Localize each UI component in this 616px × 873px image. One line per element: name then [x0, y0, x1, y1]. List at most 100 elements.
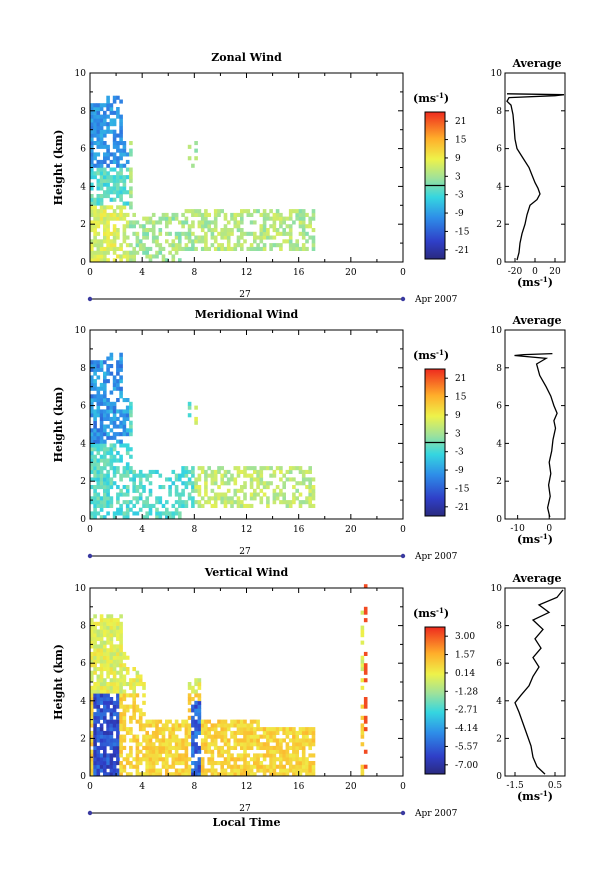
- heatmap-cell: [119, 742, 123, 747]
- heatmap-cell: [148, 761, 153, 766]
- heatmap-cell: [262, 742, 267, 747]
- heatmap-cell: [253, 727, 257, 732]
- heatmap-cell: [204, 749, 208, 754]
- heatmap-cell: [191, 488, 195, 493]
- heatmap-cell: [210, 488, 215, 493]
- heatmap-cell: [106, 625, 110, 630]
- average-x-axis-label: (ms-1): [517, 275, 553, 289]
- heatmap-cell: [266, 730, 270, 735]
- x-tick-label: 4: [139, 268, 145, 278]
- heatmap-cell: [132, 682, 136, 687]
- heatmap-cell: [103, 708, 107, 713]
- heatmap-cell: [243, 745, 247, 750]
- heatmap-cell: [253, 734, 257, 739]
- heatmap-cell: [148, 757, 153, 762]
- heatmap-cell: [106, 367, 110, 372]
- heatmap-cell: [96, 171, 101, 176]
- heatmap-cell: [119, 745, 123, 750]
- heatmap-cell: [165, 727, 169, 732]
- heatmap-cell: [155, 723, 159, 728]
- heatmap-cell: [181, 738, 185, 743]
- heatmap-cell: [93, 432, 97, 437]
- heatmap-cell: [99, 485, 104, 490]
- heatmap-cell: [148, 258, 153, 263]
- heatmap-cell: [256, 209, 260, 214]
- heatmap-cell: [197, 715, 202, 720]
- heatmap-cell: [106, 723, 110, 728]
- heatmap-cell: [142, 772, 146, 777]
- heatmap-cell: [213, 228, 218, 233]
- heatmap-cell: [112, 678, 117, 683]
- heatmap-cell: [151, 753, 156, 758]
- heatmap-cell: [125, 443, 130, 448]
- heatmap-cell: [301, 738, 306, 743]
- heatmap-cell: [360, 734, 365, 739]
- heatmap-cell: [285, 742, 290, 747]
- heatmap-cell: [171, 723, 176, 728]
- heatmap-cell: [90, 753, 94, 758]
- heatmap-cell: [103, 228, 107, 233]
- heatmap-cell: [279, 477, 283, 482]
- heatmap-cell: [112, 167, 117, 172]
- heatmap-cell: [132, 700, 136, 705]
- heatmap-cell: [243, 742, 247, 747]
- heatmap-cell: [96, 712, 101, 717]
- heatmap-cell: [308, 224, 312, 229]
- heatmap-cell: [122, 424, 127, 429]
- heatmap-cell: [93, 704, 97, 709]
- heatmap-cell: [184, 753, 189, 758]
- heatmap-cell: [308, 772, 312, 777]
- heatmap-cell: [220, 727, 224, 732]
- heatmap-cell: [90, 704, 94, 709]
- heatmap-cell: [142, 738, 146, 743]
- heatmap-cell: [90, 477, 94, 482]
- heatmap-cell: [165, 753, 169, 758]
- heatmap-cell: [194, 500, 198, 505]
- heatmap-cell: [99, 614, 104, 619]
- heatmap-cell: [109, 159, 114, 164]
- heatmap-cell: [90, 114, 94, 119]
- heatmap-cell: [116, 246, 120, 251]
- heatmap-cell: [119, 216, 123, 221]
- heatmap-cell: [197, 485, 202, 490]
- heatmap-cell: [187, 235, 192, 240]
- heatmap-cell: [129, 432, 133, 437]
- heatmap-cell: [106, 462, 110, 467]
- heatmap-cell: [223, 772, 228, 777]
- heatmap-cell: [103, 485, 107, 490]
- heatmap-cell: [155, 761, 159, 766]
- heatmap-cell: [253, 220, 257, 225]
- heatmap-cell: [259, 246, 264, 251]
- heatmap-cell: [119, 492, 123, 497]
- heatmap-cell: [116, 133, 120, 138]
- heatmap-cell: [305, 500, 309, 505]
- heatmap-cell: [103, 768, 107, 773]
- heatmap-cell: [194, 768, 198, 773]
- heatmap-cell: [181, 212, 185, 217]
- heatmap-cell: [90, 636, 94, 641]
- heatmap-cell: [106, 435, 110, 440]
- heatmap-cell: [295, 772, 299, 777]
- heatmap-cell: [240, 727, 244, 732]
- heatmap-cell: [106, 405, 110, 410]
- heatmap-cell: [103, 745, 107, 750]
- colorbar-tick-label: -21: [455, 503, 470, 513]
- heatmap-cell: [138, 239, 143, 244]
- heatmap-cell: [197, 239, 202, 244]
- heatmap-cell: [223, 500, 228, 505]
- heatmap-cell: [119, 727, 123, 732]
- heatmap-cell: [298, 500, 303, 505]
- y-tick-label: 10: [75, 326, 87, 336]
- heatmap-cell: [112, 243, 117, 248]
- heatmap-cell: [122, 723, 127, 728]
- heatmap-cell: [151, 772, 156, 777]
- heatmap-cell: [119, 125, 123, 130]
- heatmap-cell: [96, 152, 101, 157]
- heatmap-cell: [129, 413, 133, 418]
- heatmap-cell: [93, 235, 97, 240]
- heatmap-cell: [99, 745, 104, 750]
- heatmap-cell: [125, 704, 130, 709]
- heatmap-cell: [109, 167, 114, 172]
- heatmap-cell: [122, 500, 127, 505]
- heatmap-cell: [116, 360, 120, 365]
